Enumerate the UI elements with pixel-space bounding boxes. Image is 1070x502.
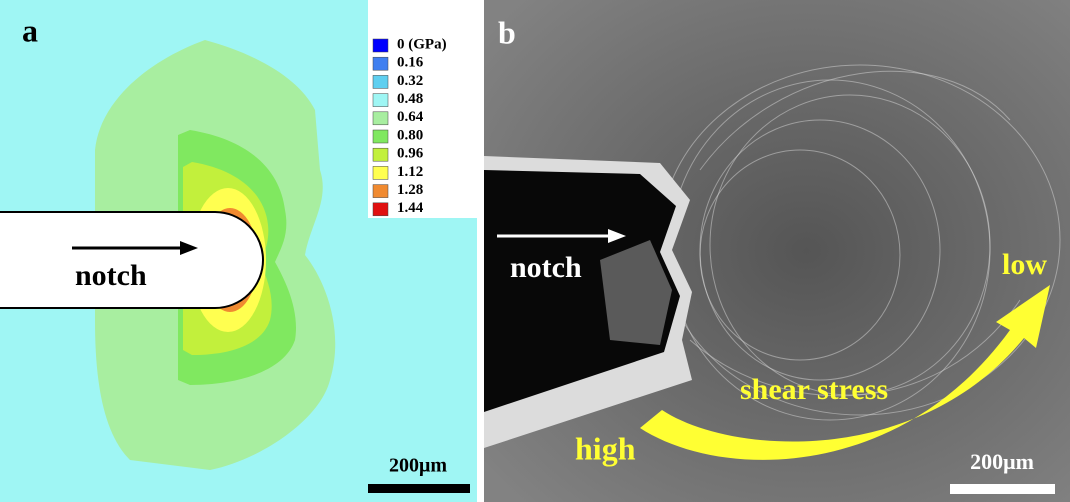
legend-label: 0.32 xyxy=(397,73,423,89)
legend-swatch xyxy=(373,166,388,179)
legend-swatch xyxy=(373,112,388,125)
scale-bar-label: 200μm xyxy=(970,449,1034,474)
legend-label: 0.48 xyxy=(397,91,423,107)
panel-a: notch a 0 (GPa) 0.16 0.32 0.48 0.64 0.80 0.96 1… xyxy=(0,0,477,502)
scale-bar xyxy=(368,484,470,493)
legend-swatch xyxy=(373,75,388,88)
scale-bar xyxy=(950,484,1055,494)
legend-label: 0.16 xyxy=(397,55,424,71)
legend-swatch xyxy=(373,57,388,70)
figure: notch a 0 (GPa) 0.16 0.32 0.48 0.64 0.80 0.96 1… xyxy=(0,0,1070,502)
legend-label: 0 (GPa) xyxy=(397,36,447,52)
panel-label: a xyxy=(22,12,38,48)
legend-swatch xyxy=(373,94,388,107)
low-label: low xyxy=(1002,248,1047,281)
legend-label: 0.80 xyxy=(397,127,423,143)
legend-label: 1.44 xyxy=(397,200,424,216)
scale-bar-label: 200μm xyxy=(389,455,447,477)
legend-swatch xyxy=(373,39,388,52)
legend-label: 0.64 xyxy=(397,109,424,125)
legend-swatch xyxy=(373,130,388,143)
legend-label: 1.28 xyxy=(397,182,423,198)
panel-b: notch b low shear stress high 200μm xyxy=(484,0,1070,502)
legend-label: 0.96 xyxy=(397,146,424,162)
notch-label: notch xyxy=(75,259,147,292)
legend-swatch xyxy=(373,185,388,198)
high-label: high xyxy=(575,430,636,466)
panel-label: b xyxy=(498,14,516,50)
legend-swatch xyxy=(373,203,388,216)
page: {"panel_a": {"label": "a", "legend": [ {… xyxy=(0,0,1070,502)
legend-label: 1.12 xyxy=(397,164,423,180)
legend-swatch xyxy=(373,148,388,161)
notch-label: notch xyxy=(510,251,582,284)
shear-label: shear stress xyxy=(740,373,888,406)
